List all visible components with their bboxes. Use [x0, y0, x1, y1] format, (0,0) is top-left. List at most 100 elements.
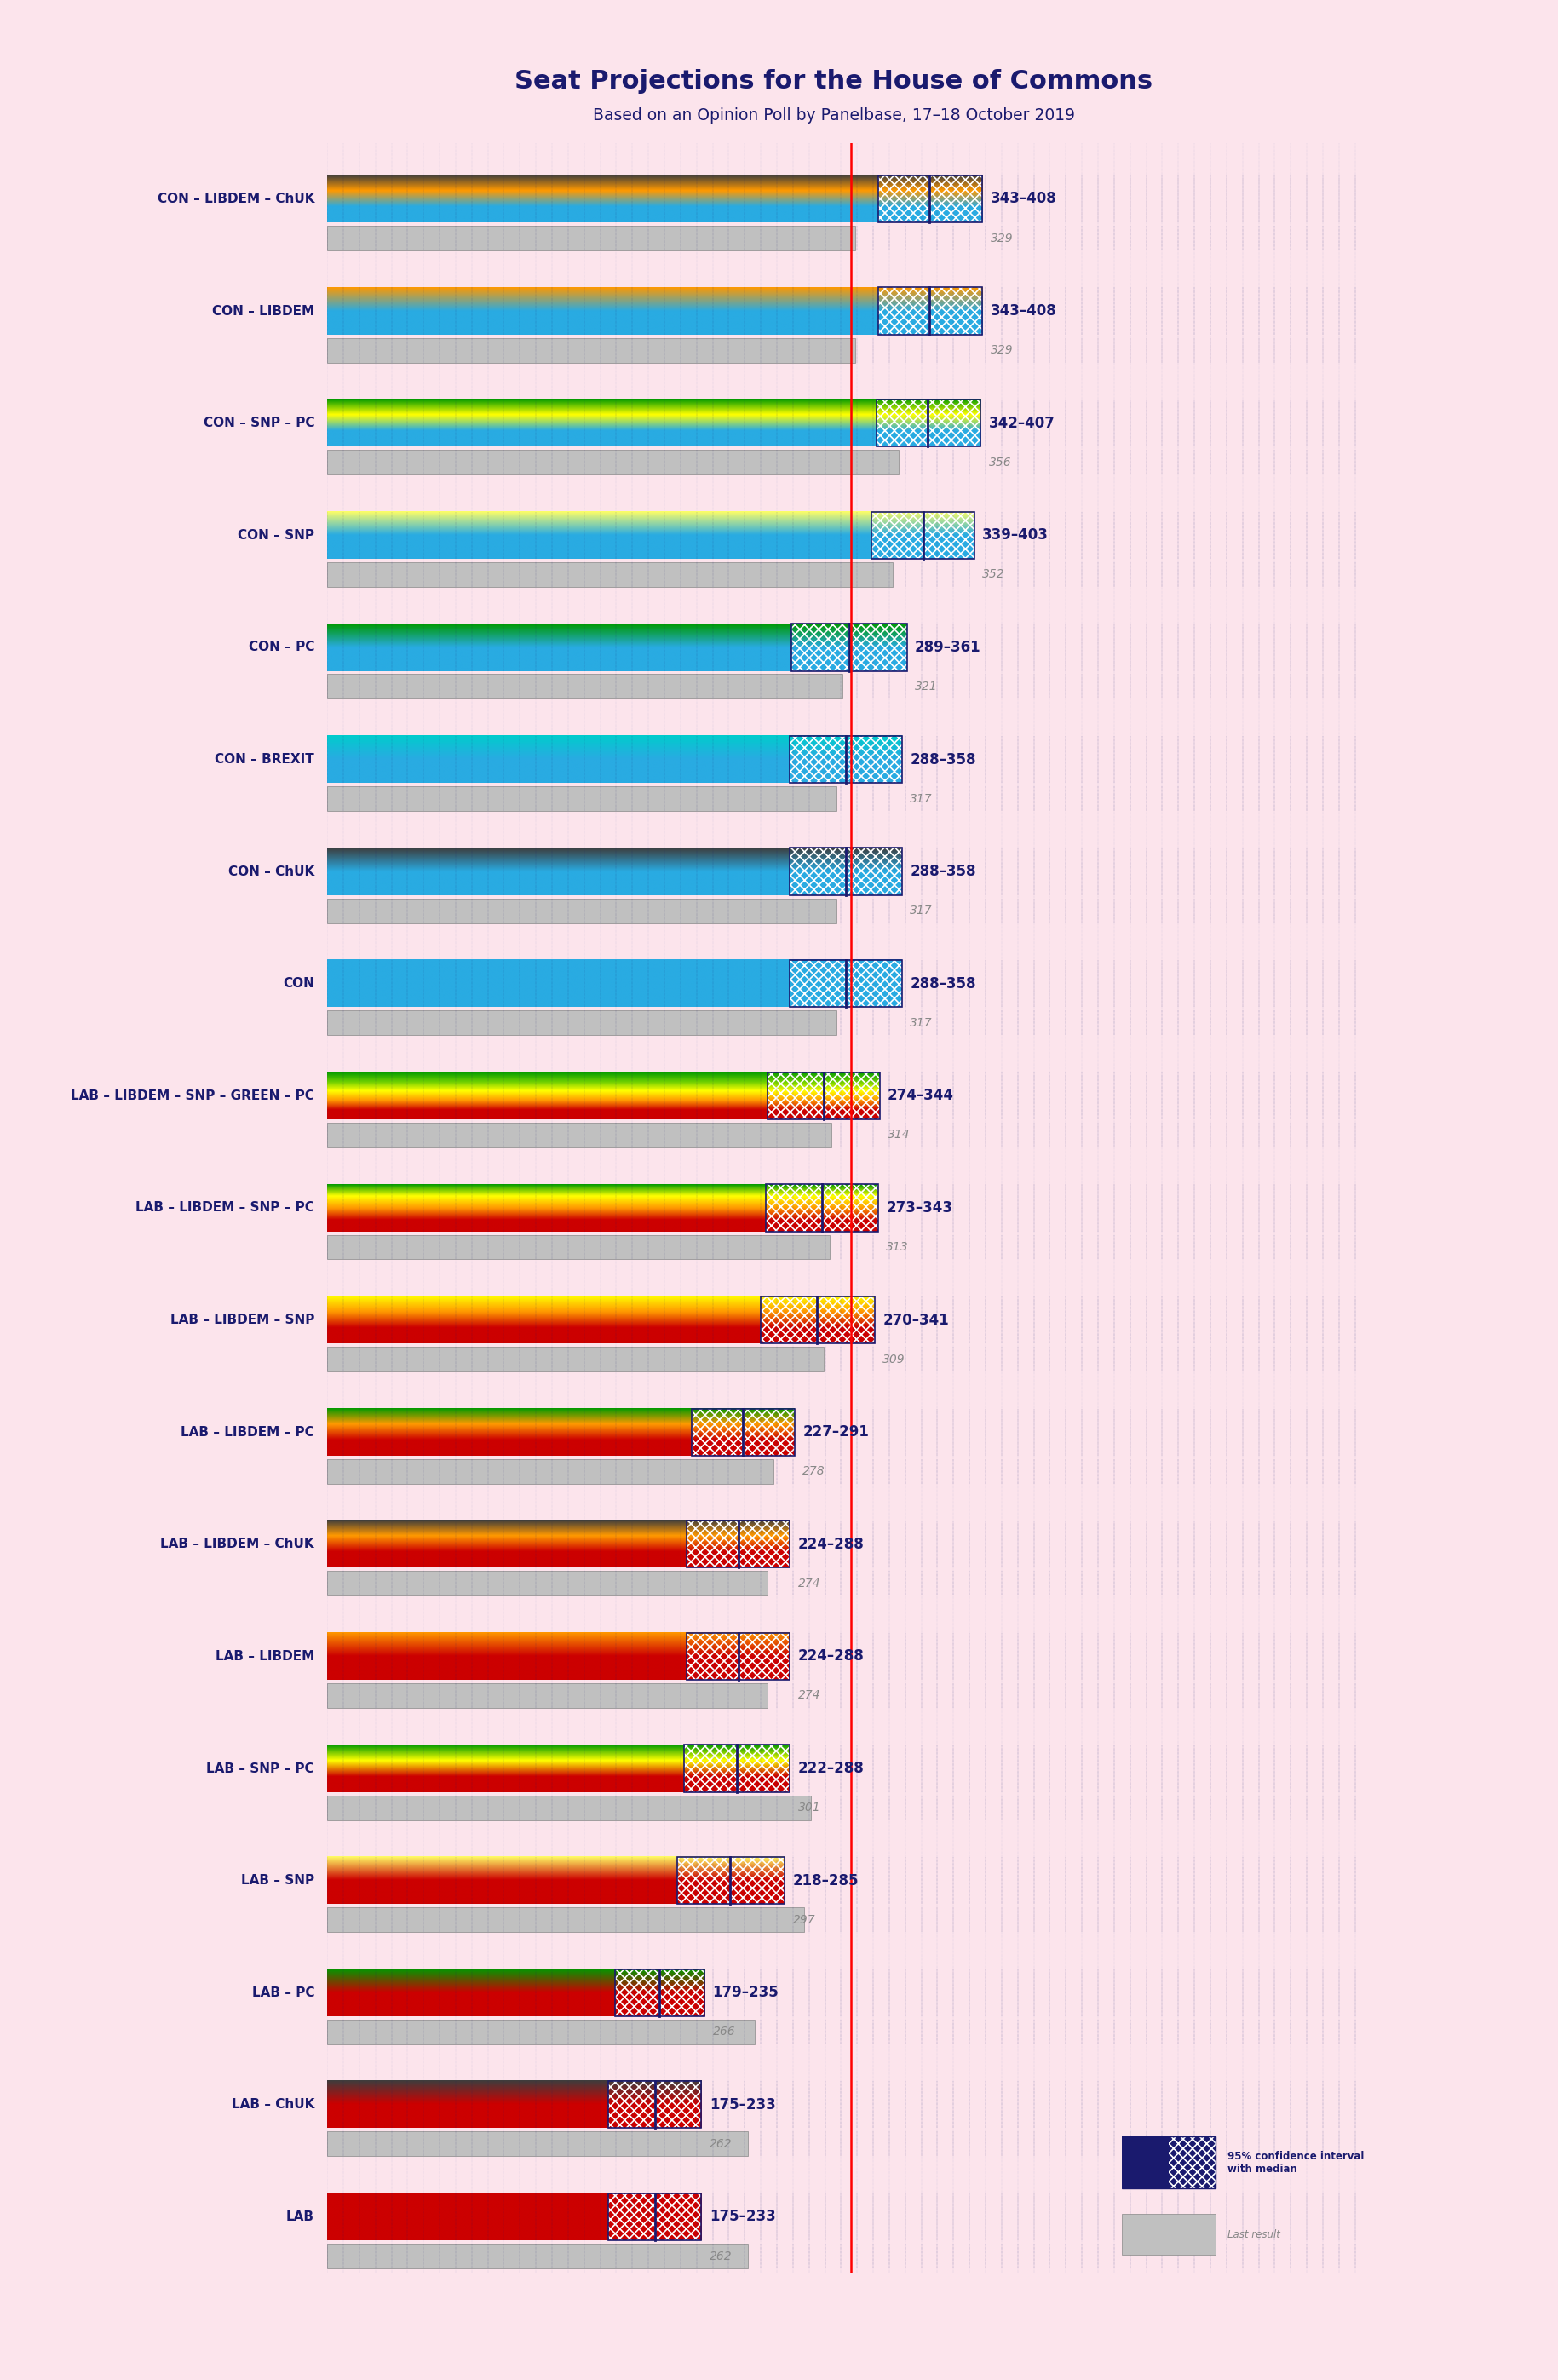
Bar — [765, 1219, 879, 1230]
Bar — [687, 1521, 790, 1568]
Bar — [327, 1795, 810, 1821]
Bar — [790, 735, 902, 759]
Text: 352: 352 — [983, 569, 1005, 581]
Bar — [760, 1328, 874, 1342]
Bar — [615, 1968, 704, 1992]
Text: CON – LIBDEM: CON – LIBDEM — [212, 305, 315, 317]
Bar — [608, 2194, 701, 2240]
Bar — [790, 959, 902, 1007]
Bar — [684, 1745, 790, 1792]
Text: 227–291: 227–291 — [802, 1423, 869, 1440]
Text: 278: 278 — [802, 1466, 826, 1478]
Text: LAB – PC: LAB – PC — [252, 1987, 315, 1999]
Bar — [692, 1409, 795, 1423]
Text: 329: 329 — [991, 233, 1013, 245]
Bar — [871, 512, 974, 536]
Bar — [678, 1856, 785, 1904]
Text: CON – SNP – PC: CON – SNP – PC — [203, 416, 315, 428]
Text: 313: 313 — [887, 1240, 908, 1252]
Text: 329: 329 — [991, 345, 1013, 357]
Bar — [791, 624, 907, 671]
Text: 262: 262 — [709, 2137, 732, 2149]
Text: 273–343: 273–343 — [887, 1200, 952, 1216]
Bar — [790, 847, 902, 895]
Bar — [879, 176, 983, 221]
Text: LAB: LAB — [287, 2211, 315, 2223]
Bar — [684, 1761, 790, 1775]
Text: Last result: Last result — [1228, 2228, 1281, 2240]
Text: 274–344: 274–344 — [888, 1088, 953, 1104]
Bar — [767, 1073, 880, 1081]
Bar — [327, 1906, 804, 1933]
Bar — [608, 2080, 701, 2128]
Text: 262: 262 — [709, 2249, 732, 2261]
Bar — [765, 1185, 879, 1197]
Bar — [327, 1683, 767, 1709]
Bar — [687, 1633, 790, 1680]
Text: 224–288: 224–288 — [798, 1649, 865, 1664]
Bar — [327, 338, 855, 362]
Bar — [767, 1100, 880, 1109]
Text: LAB – LIBDEM – ChUK: LAB – LIBDEM – ChUK — [160, 1537, 315, 1552]
Bar — [608, 2080, 701, 2104]
Bar — [790, 959, 902, 1007]
Bar — [687, 1656, 790, 1680]
Text: CON – PC: CON – PC — [248, 640, 315, 654]
Text: LAB – LIBDEM: LAB – LIBDEM — [215, 1649, 315, 1664]
Text: 339–403: 339–403 — [983, 528, 1049, 543]
Bar — [327, 2021, 754, 2044]
Text: 288–358: 288–358 — [910, 864, 977, 878]
Text: 356: 356 — [989, 457, 1011, 469]
Bar — [790, 847, 902, 871]
Bar — [1122, 2213, 1215, 2254]
Text: CON – ChUK: CON – ChUK — [227, 864, 315, 878]
Bar — [765, 1209, 879, 1219]
Text: CON – BREXIT: CON – BREXIT — [215, 752, 315, 766]
Bar — [327, 1571, 767, 1595]
Text: Seat Projections for the House of Commons: Seat Projections for the House of Common… — [514, 69, 1153, 93]
Bar — [687, 1552, 790, 1568]
Text: 218–285: 218–285 — [793, 1873, 858, 1887]
Bar — [327, 562, 893, 588]
Bar — [608, 2104, 701, 2128]
Bar — [790, 871, 902, 895]
Bar — [877, 431, 982, 447]
Text: LAB – LIBDEM – PC: LAB – LIBDEM – PC — [181, 1426, 315, 1438]
Text: LAB – LIBDEM – SNP – PC: LAB – LIBDEM – SNP – PC — [136, 1202, 315, 1214]
Text: 321: 321 — [915, 681, 938, 693]
Text: CON: CON — [284, 978, 315, 990]
Text: 274: 274 — [798, 1578, 821, 1590]
Bar — [760, 1297, 874, 1342]
Bar — [687, 1633, 790, 1656]
Bar — [327, 450, 899, 474]
Text: LAB – SNP – PC: LAB – SNP – PC — [207, 1761, 315, 1775]
Text: 297: 297 — [793, 1914, 815, 1925]
Bar — [760, 1311, 874, 1328]
Text: CON – SNP: CON – SNP — [238, 528, 315, 543]
Bar — [877, 400, 982, 447]
Bar — [879, 190, 983, 207]
Text: 289–361: 289–361 — [915, 640, 982, 654]
Bar — [327, 1123, 832, 1147]
Bar — [687, 1521, 790, 1537]
Bar — [692, 1423, 795, 1440]
Bar — [767, 1109, 880, 1119]
Text: 343–408: 343–408 — [991, 302, 1056, 319]
Bar — [765, 1197, 879, 1209]
Bar — [879, 288, 983, 312]
Bar — [692, 1409, 795, 1457]
Text: 175–233: 175–233 — [709, 2209, 776, 2225]
Bar — [1122, 2137, 1215, 2187]
Bar — [791, 624, 907, 647]
Text: CON – LIBDEM – ChUK: CON – LIBDEM – ChUK — [157, 193, 315, 205]
Bar — [879, 176, 983, 190]
Text: 309: 309 — [883, 1354, 905, 1366]
Text: LAB – SNP: LAB – SNP — [241, 1873, 315, 1887]
Bar — [791, 647, 907, 671]
Text: 301: 301 — [798, 1802, 821, 1814]
Bar — [871, 512, 974, 559]
Text: 179–235: 179–235 — [712, 1985, 779, 1999]
Bar — [1168, 2137, 1215, 2187]
Bar — [327, 1235, 830, 1259]
Bar — [765, 1185, 879, 1230]
